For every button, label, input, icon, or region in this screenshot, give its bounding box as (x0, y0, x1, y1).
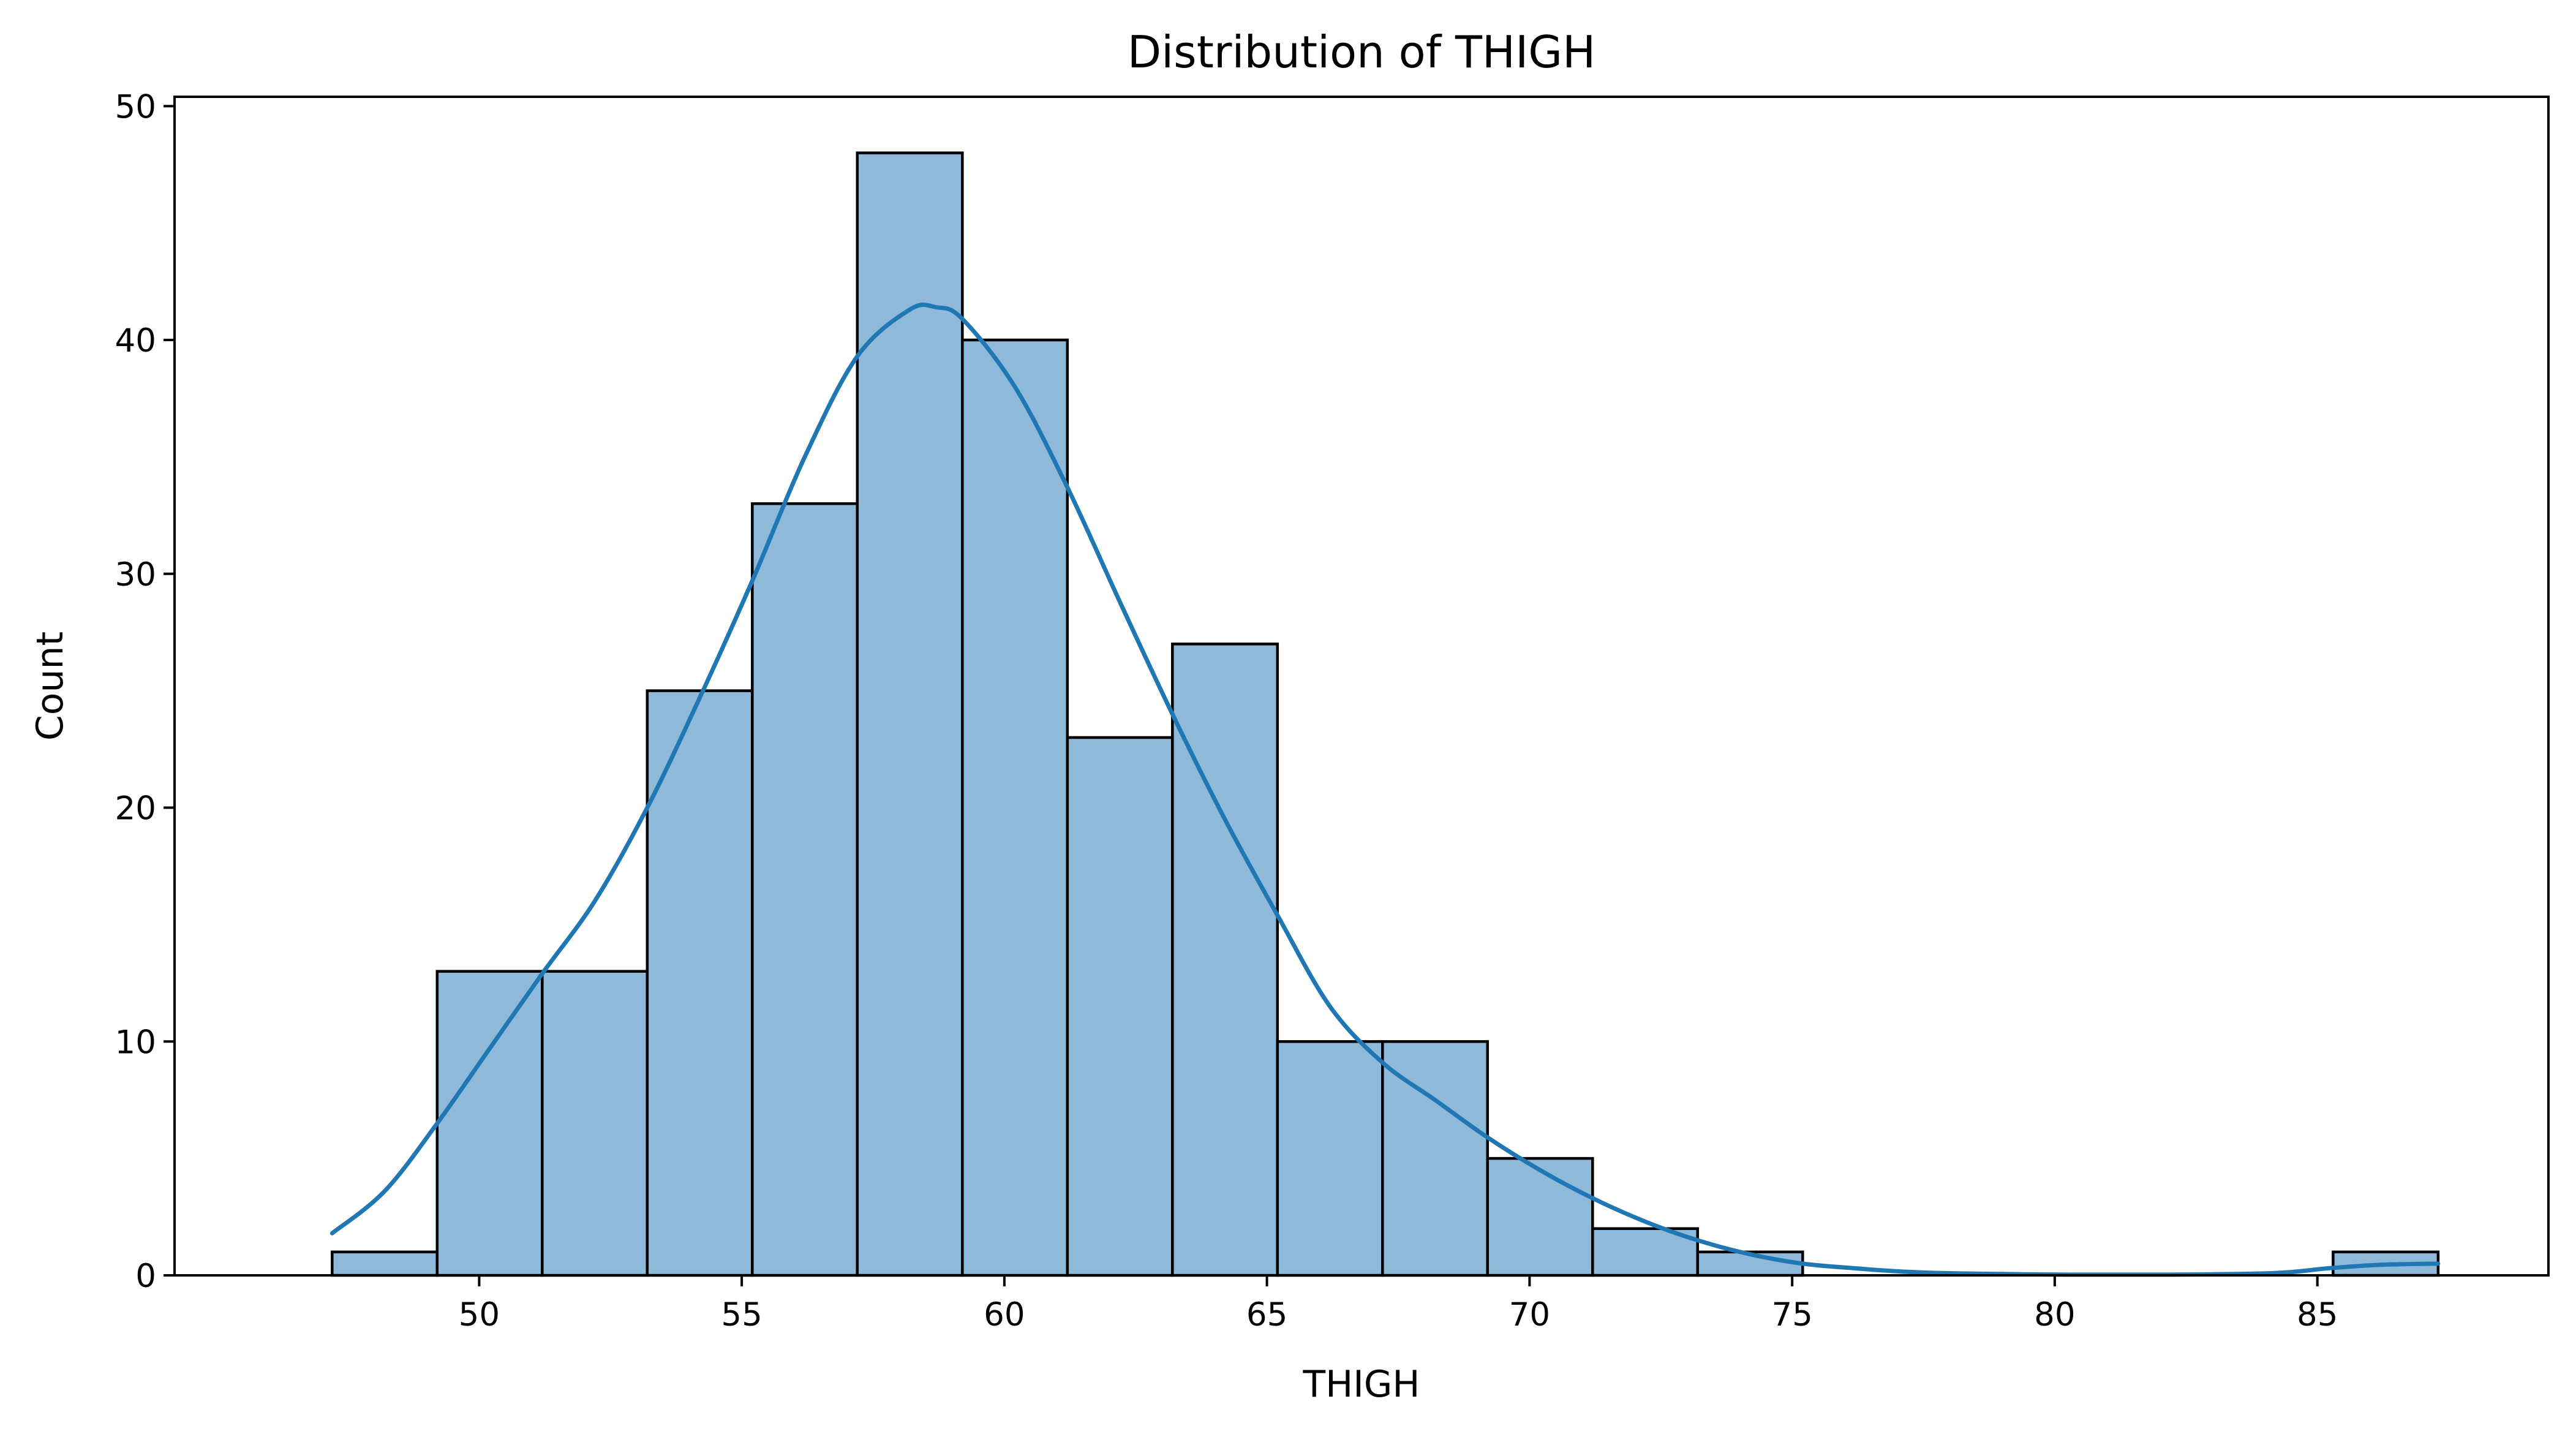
x-tick-label: 70 (1509, 1296, 1550, 1334)
histogram-bar (331, 1250, 439, 1277)
kde-layer (330, 303, 2441, 1277)
plot-frame (173, 96, 2550, 1277)
x-tick-label: 50 (459, 1296, 500, 1334)
x-ticks-layer: 50 55 60 65 70 75 80 85 (459, 1275, 2338, 1334)
x-tick-label: 55 (721, 1296, 762, 1334)
y-tick-label: 30 (115, 556, 156, 594)
histogram-bar (856, 151, 964, 1277)
kde-line (330, 303, 2441, 1277)
histogram-bar (1066, 736, 1174, 1277)
histogram-bar (1486, 1157, 1594, 1277)
y-tick-label: 20 (115, 790, 156, 828)
x-tick-label: 85 (2297, 1296, 2338, 1334)
x-tick-label: 75 (1771, 1296, 1812, 1334)
histogram-bar (541, 970, 649, 1277)
x-tick-label: 80 (2034, 1296, 2075, 1334)
histogram-bar (751, 502, 859, 1277)
x-tick-label: 65 (1246, 1296, 1287, 1334)
y-tick-label: 50 (115, 88, 156, 126)
x-tick-label: 60 (984, 1296, 1025, 1334)
y-axis-label: Count (29, 632, 72, 741)
y-tick-label: 0 (135, 1258, 156, 1295)
histogram-bar (1276, 1040, 1384, 1277)
x-axis-label: THIGH (1302, 1363, 1420, 1406)
y-ticks-layer: 0 10 20 30 40 50 (115, 88, 175, 1295)
y-tick-label: 40 (115, 322, 156, 360)
histogram-bar (1171, 643, 1279, 1277)
y-tick-label: 10 (115, 1024, 156, 1061)
histogram-bar (435, 970, 544, 1277)
histogram-bar (961, 338, 1069, 1277)
chart-title: Distribution of THIGH (1128, 26, 1596, 78)
